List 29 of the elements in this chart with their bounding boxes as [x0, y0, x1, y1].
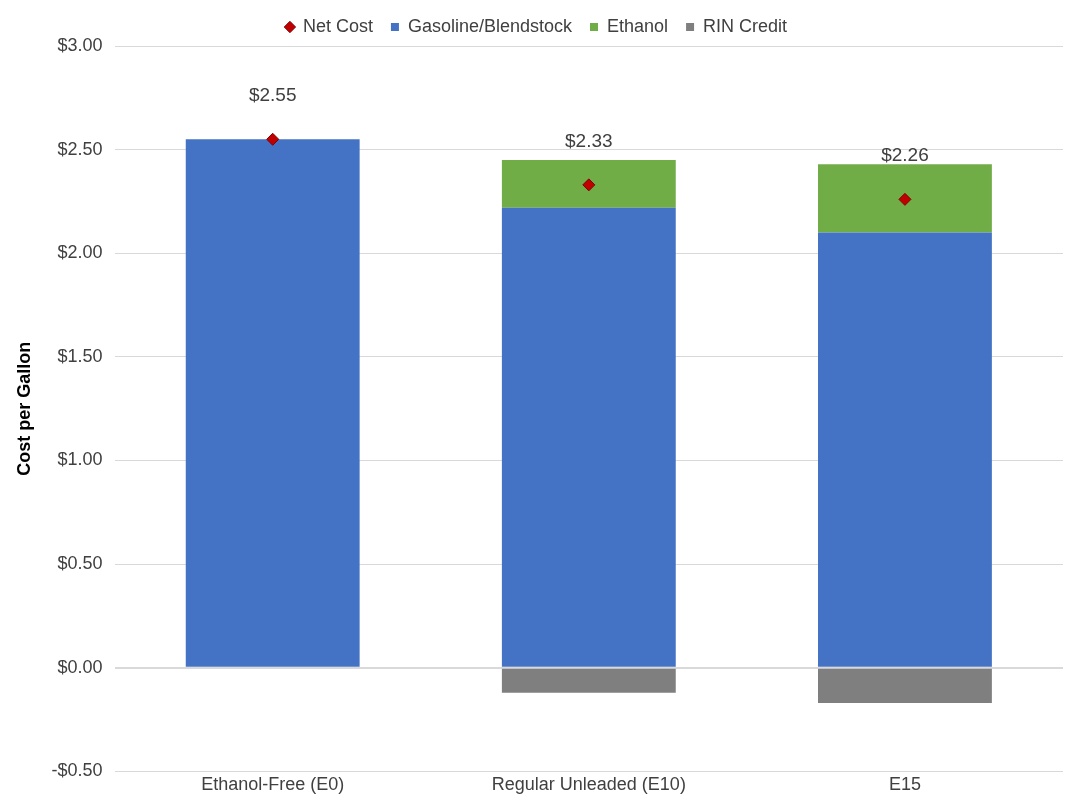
- legend-label: Gasoline/Blendstock: [407, 15, 574, 36]
- data-label: $2.55: [248, 84, 297, 105]
- x-tick-label: Ethanol-Free (E0): [201, 774, 345, 795]
- data-label: $2.33: [565, 129, 613, 151]
- bar: [818, 164, 992, 233]
- data-label: $2.26: [881, 144, 929, 166]
- x-tick-label: E15: [888, 774, 921, 795]
- y-tick-label: $0.00: [57, 656, 103, 677]
- y-tick-label: $0.50: [57, 553, 103, 574]
- legend-label: Ethanol: [607, 15, 669, 36]
- x-tick-label: Regular Unleaded (E10): [491, 774, 686, 795]
- bar: [818, 668, 992, 704]
- y-tick-label: $3.00: [57, 34, 103, 55]
- y-tick-label: $1.50: [57, 345, 103, 366]
- bar: [185, 139, 360, 667]
- bar: [818, 232, 992, 667]
- y-tick-label: $1.00: [57, 449, 103, 470]
- point: [266, 132, 280, 146]
- bar: [501, 159, 676, 208]
- y-axis-title: Cost per Gallon: [13, 341, 34, 476]
- y-tick-label: $2.50: [57, 138, 103, 159]
- bar: [501, 207, 676, 667]
- point: [582, 178, 596, 192]
- point: [898, 192, 912, 206]
- legend-label: RIN Credit: [703, 15, 788, 36]
- y-tick-label: $2.00: [57, 242, 103, 263]
- y-tick-label: -$0.50: [51, 760, 103, 781]
- legend-label: Net Cost: [302, 15, 373, 36]
- bar: [501, 668, 676, 693]
